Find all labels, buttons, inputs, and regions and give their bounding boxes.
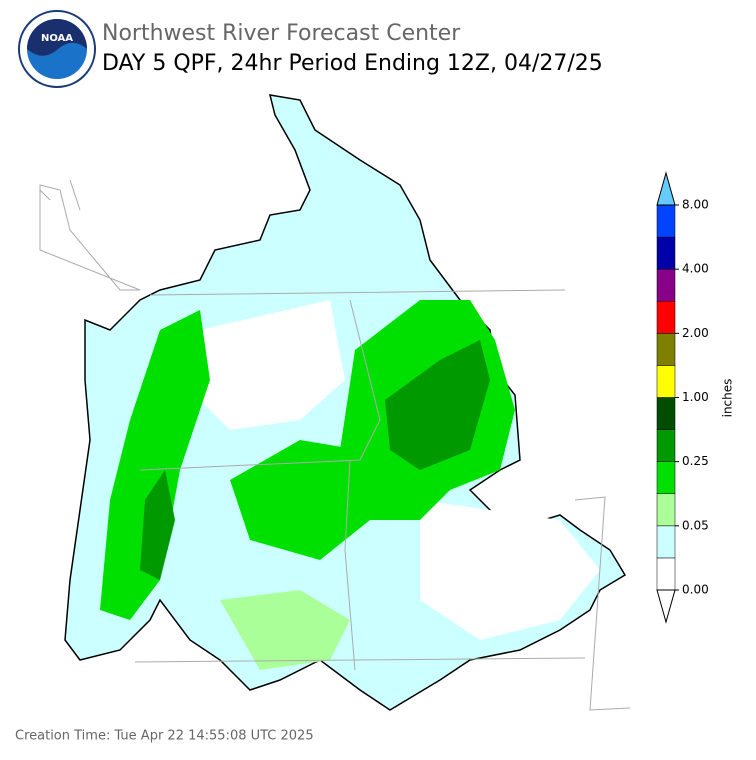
noaa-logo: NOAA: [18, 10, 96, 88]
coastline: [39, 179, 141, 291]
dry-region: [420, 500, 600, 640]
precip-region: [220, 590, 350, 670]
colorbar-tick-label: 2.00: [682, 326, 709, 340]
precip-region: [140, 470, 175, 580]
colorbar-segment: [656, 236, 676, 270]
colorbar-tick-label: 4.00: [682, 262, 709, 276]
colorbar-tick-label: 0.05: [682, 518, 709, 532]
colorbar-label: inches: [721, 379, 735, 418]
colorbar-tick-label: 1.00: [682, 390, 709, 404]
colorbar-segment: [656, 461, 676, 494]
precip-region: [385, 340, 490, 470]
colorbar-segment: [656, 493, 676, 527]
map: [39, 94, 631, 711]
precip-region: [100, 310, 210, 620]
colorbar-segment: [656, 301, 676, 334]
colorbar-segment: [656, 397, 676, 430]
logo-text: NOAA: [41, 33, 73, 44]
colorbar-segment: [656, 557, 676, 591]
colorbar-segment: [656, 429, 676, 462]
logo-top: [27, 19, 87, 56]
colorbar-segment: [656, 365, 676, 398]
title: Northwest River Forecast Center: [102, 21, 461, 46]
colorbar: inches 0.00 0.05 0.25 1.00 2.00 4.00 8.00: [656, 171, 735, 624]
precip-region: [230, 440, 370, 560]
dry-region: [200, 300, 345, 430]
colorbar-tick-label: 0.25: [682, 454, 709, 468]
colorbar-segment: [656, 204, 676, 238]
colorbar-segment: [656, 268, 676, 302]
colorbar-tick-label: 8.00: [682, 198, 709, 212]
subtitle: DAY 5 QPF, 24hr Period Ending 12Z, 04/27…: [102, 51, 603, 76]
colorbar-tick-label: 0.00: [682, 583, 709, 597]
colorbar-segment: [656, 525, 676, 559]
colorbar-under: [656, 589, 676, 624]
state-boundaries: [134, 289, 631, 711]
creation-time: Creation Time: Tue Apr 22 14:55:08 UTC 2…: [15, 729, 314, 744]
colorbar-segment: [656, 333, 676, 366]
colorbar-over: [656, 171, 676, 206]
